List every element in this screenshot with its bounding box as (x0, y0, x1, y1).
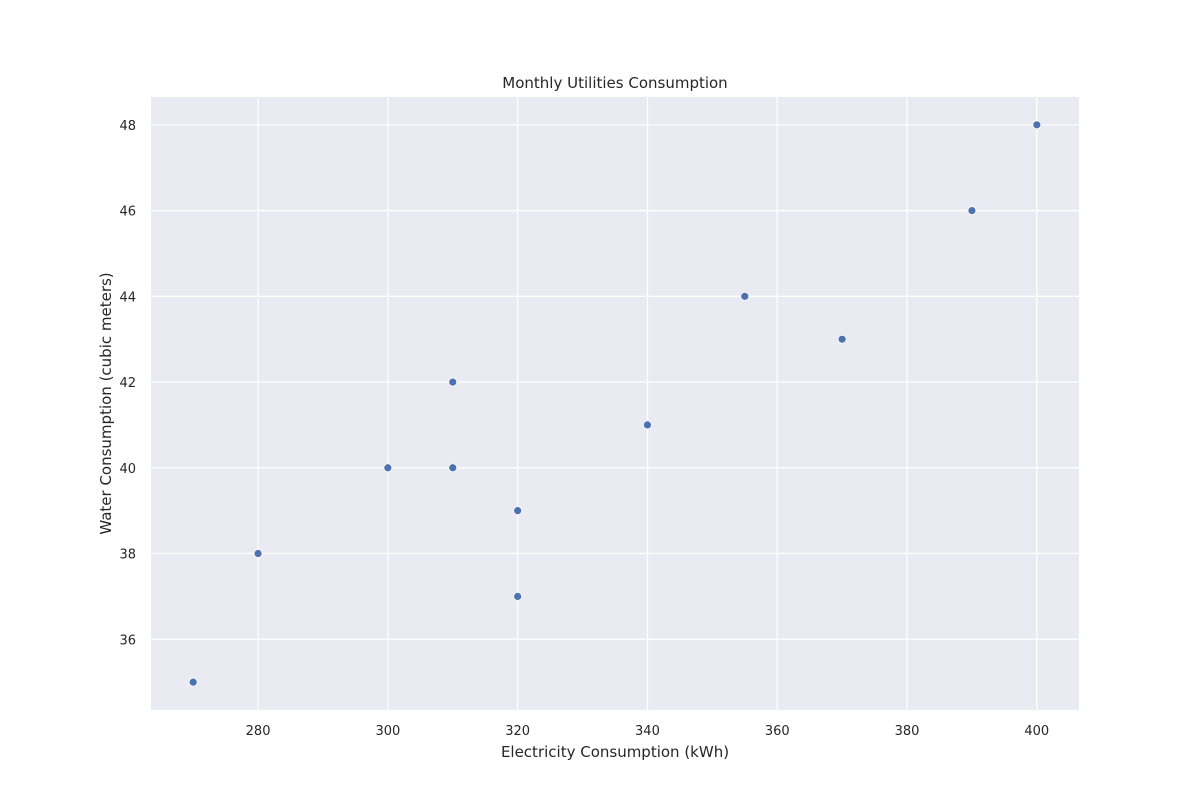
scatter-point (188, 677, 198, 687)
grid (151, 97, 1079, 710)
scatter-point (643, 420, 652, 430)
y-tick-label: 42 (119, 376, 136, 391)
x-tick-label: 320 (505, 724, 530, 739)
y-axis-label: Water Consumption (cubic meters) (97, 272, 115, 534)
scatter-point (1032, 120, 1042, 130)
scatter-point (837, 334, 847, 344)
x-tick-label: 360 (765, 724, 790, 739)
x-tick-label: 300 (375, 724, 400, 739)
x-tick-label: 280 (246, 724, 271, 739)
scatter-point (513, 506, 523, 516)
x-tick-label: 400 (1024, 724, 1049, 739)
scatter-point (513, 592, 523, 601)
scatter-point (448, 377, 458, 387)
scatter-point (740, 291, 750, 301)
x-tick-label: 340 (635, 724, 660, 739)
scatter-point (253, 549, 263, 558)
y-tick-label: 46 (119, 205, 136, 220)
scatter-point (383, 463, 393, 473)
y-tick-label: 36 (119, 633, 136, 648)
x-axis-ticks: 280 300 320 340 360 380 400 (246, 724, 1050, 739)
data-points (188, 120, 1042, 687)
plot-area (151, 97, 1079, 710)
x-tick-label: 380 (895, 724, 920, 739)
x-axis-label: Electricity Consumption (kWh) (501, 743, 729, 761)
y-tick-label: 40 (119, 462, 136, 477)
scatter-point (967, 206, 977, 215)
y-tick-label: 48 (119, 119, 136, 134)
y-tick-label: 38 (119, 548, 136, 563)
chart-title: Monthly Utilities Consumption (502, 74, 727, 92)
scatter-point (448, 463, 458, 473)
y-axis-ticks: 36 38 40 42 44 46 48 (119, 119, 136, 648)
y-tick-label: 44 (119, 290, 136, 305)
